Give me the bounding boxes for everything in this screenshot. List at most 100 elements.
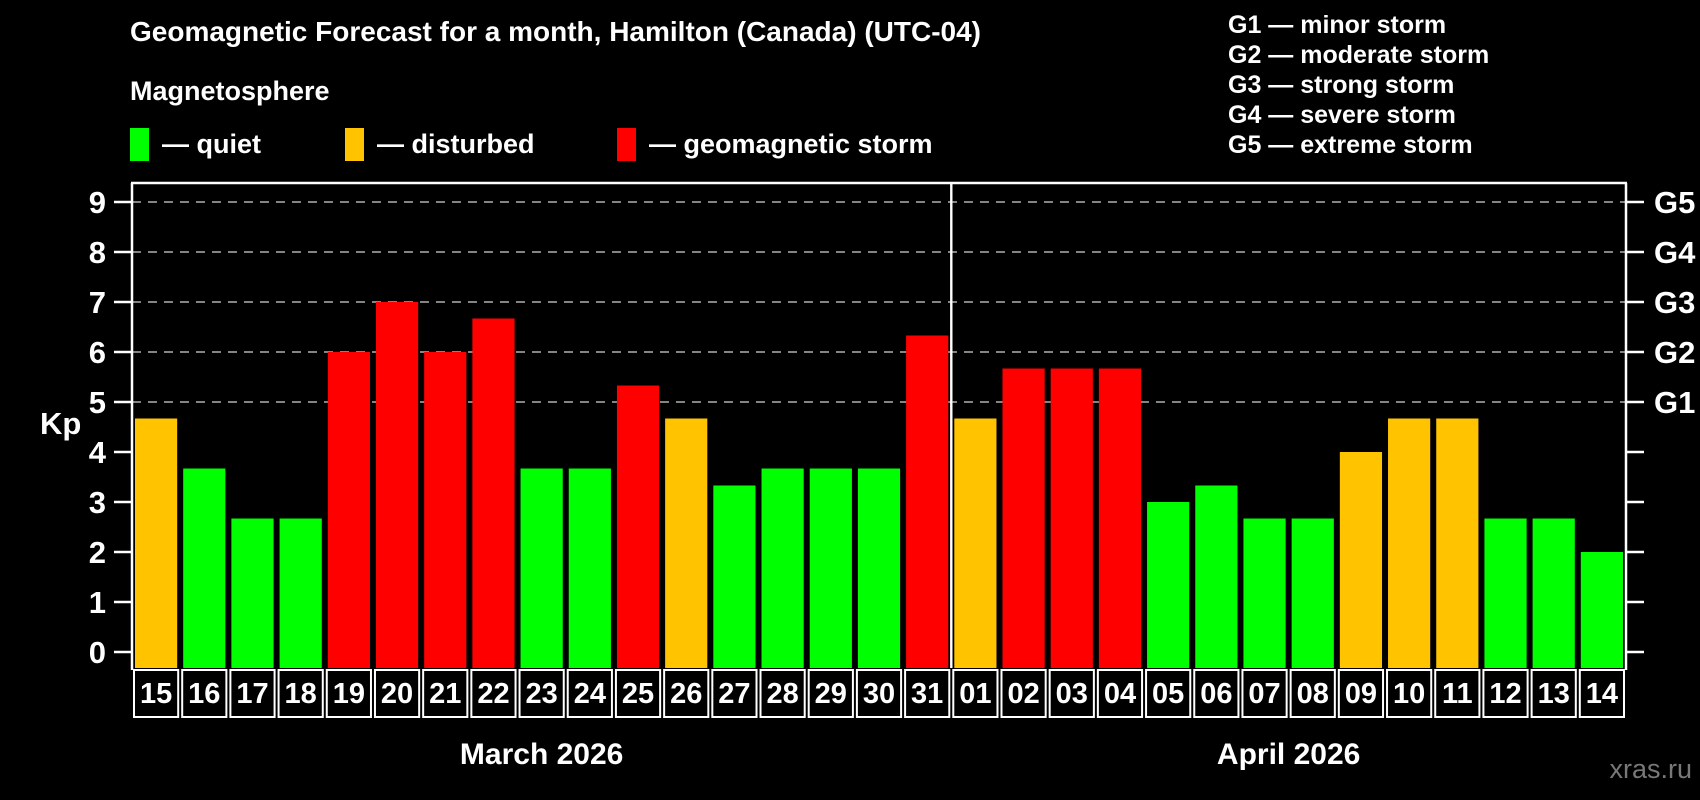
day-label: 14 [1586,678,1618,710]
day-label-box [952,669,999,718]
y-tick-label: 9 [89,185,106,220]
day-label: 28 [766,678,798,710]
y-axis-title: Kp [40,406,82,441]
day-label-box [904,669,951,718]
kp-bar [809,468,852,668]
day-label-box [1337,669,1385,718]
day-label-box [711,669,758,718]
day-label-box [1530,669,1577,718]
day-label-box [566,669,613,718]
kp-bar [1050,368,1093,668]
g3-legend-line: G3 — strong storm [1228,71,1455,99]
day-label: 21 [429,678,461,710]
day-label-box [1145,669,1192,718]
kp-bar [1580,552,1623,668]
day-label: 10 [1393,678,1425,710]
day-label: 18 [285,678,317,710]
g2-legend-line: G2 — moderate storm [1228,41,1490,69]
day-label-box [518,669,565,718]
kp-bar [183,468,226,668]
day-label-box [1386,669,1433,718]
kp-bar [713,485,756,668]
day-label: 17 [236,678,268,710]
kp-bar [954,418,997,668]
day-label-box [277,669,324,718]
page-title: Geomagnetic Forecast for a month, Hamilt… [130,16,981,47]
day-label-box [807,669,854,718]
kp-bar [231,518,274,668]
day-label-box [759,669,806,718]
day-label-box [1000,669,1047,718]
kp-bar [1243,518,1286,668]
quiet-color-swatch [130,127,149,161]
day-label-box [1193,669,1240,718]
storm-label: — geomagnetic storm [649,128,933,159]
day-label: 22 [477,678,509,710]
day-label: 24 [574,678,606,710]
day-label-box [663,669,710,718]
day-label: 20 [381,678,413,710]
y-tick-label: 4 [89,435,107,470]
day-label: 19 [333,678,365,710]
y-tick-label: 5 [89,385,106,420]
kp-bar [1098,368,1142,668]
kp-bar [1147,502,1190,668]
day-label-box [1482,669,1529,718]
watermark: xras.ru [1609,754,1692,784]
day-label-box [1289,669,1336,718]
day-label: 11 [1442,678,1473,710]
y-tick-label: 2 [89,535,106,570]
day-label-box [422,669,469,718]
y-tick-label: 6 [89,335,106,370]
y-tick-label: 0 [89,635,106,670]
g-axis-label-g3: G3 [1654,285,1695,320]
g4-legend-line: G4 — severe storm [1228,101,1456,129]
day-label: 05 [1152,678,1184,710]
kp-bar [472,318,515,668]
g-axis-label-g4: G4 [1654,235,1696,270]
g-axis-label-g1: G1 [1654,385,1695,420]
kp-bar [375,302,419,668]
day-label-box [1241,669,1288,718]
y-tick-label: 3 [89,485,106,520]
day-label-box [181,669,228,718]
day-label: 07 [1248,678,1280,710]
g-scale-legend: G1 — minor storm G2 — moderate storm G3 … [1228,10,1489,160]
g1-legend-line: G1 — minor storm [1228,11,1447,39]
day-label: 01 [959,678,991,710]
day-label: 26 [670,678,702,710]
kp-bar [1532,518,1575,668]
day-label-box [229,669,276,718]
day-label: 02 [1007,678,1039,710]
day-label-box [1434,669,1481,718]
kp-bar [857,468,901,668]
disturbed-color-swatch [345,127,364,161]
day-label-box [133,669,180,718]
kp-bar [616,385,660,668]
day-label-box [325,669,372,718]
y-tick-label: 1 [89,585,106,620]
magnetosphere-subtitle: Magnetosphere [130,76,330,106]
kp-bar [568,468,611,668]
g-axis-label-g5: G5 [1654,185,1695,220]
month-label-1: April 2026 [1217,738,1360,771]
g-axis-label-g2: G2 [1654,335,1695,370]
kp-bar [1195,485,1238,668]
day-label: 13 [1538,678,1570,710]
kp-bar [1436,418,1479,668]
legend-item-quiet: — quiet [130,126,261,162]
kp-bar [665,418,708,668]
day-label: 09 [1345,678,1377,710]
kp-bar [1388,418,1431,668]
kp-bar [1291,518,1334,668]
disturbed-label: — disturbed [377,128,535,159]
kp-bar [135,418,178,668]
day-label: 08 [1297,678,1329,710]
kp-bar [327,352,370,668]
g5-legend-line: G5 — extreme storm [1228,131,1473,159]
kp-bar [520,468,563,668]
y-tick-label: 7 [89,285,106,320]
day-label-box [855,669,903,718]
